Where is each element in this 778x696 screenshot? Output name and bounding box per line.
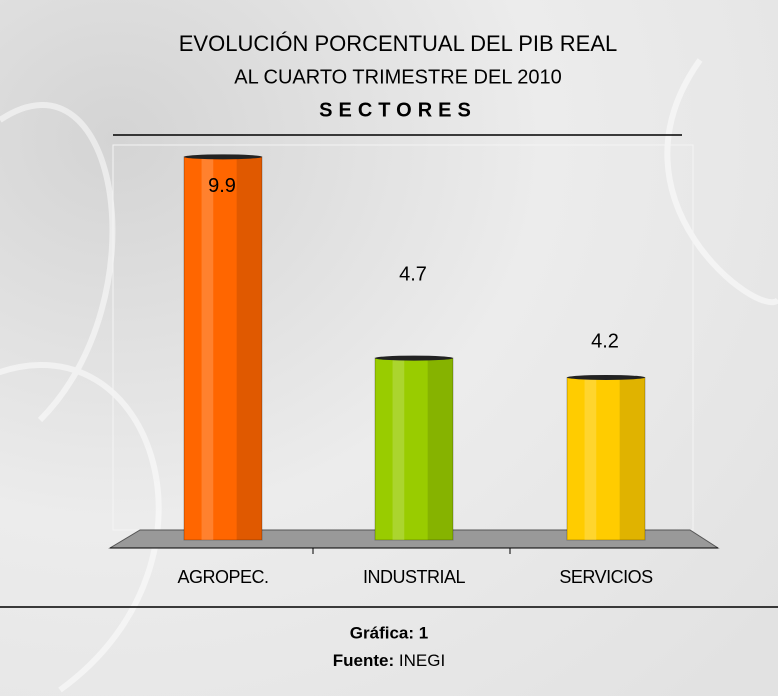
source: Fuente: INEGI xyxy=(333,651,445,670)
data-label: 9.9 xyxy=(208,175,236,197)
bar xyxy=(374,357,454,541)
source-label: Fuente: xyxy=(333,651,394,670)
bar-shade xyxy=(236,156,262,540)
bar-top xyxy=(375,355,453,361)
bar xyxy=(566,376,646,541)
data-label: 4.7 xyxy=(399,263,427,285)
bar-highlight xyxy=(392,358,405,540)
chart-subtitle: AL CUARTO TRIMESTRE DEL 2010 xyxy=(234,66,562,88)
bar-top xyxy=(567,374,645,380)
chart-title: EVOLUCIÓN PORCENTUAL DEL PIB REAL xyxy=(179,31,618,56)
data-label: 4.2 xyxy=(591,331,619,353)
x-tick-label: INDUSTRIAL xyxy=(363,567,466,587)
x-tick-label: AGROPEC. xyxy=(177,567,268,587)
source-name: INEGI xyxy=(399,651,445,670)
decoration xyxy=(0,58,778,693)
bar-top xyxy=(184,154,262,160)
bar-highlight xyxy=(201,156,214,540)
x-tick-label: SERVICIOS xyxy=(559,567,653,587)
caption: Gráfica: 1 xyxy=(350,623,428,642)
bar-shade xyxy=(427,358,453,540)
bar-shade xyxy=(619,377,645,540)
chart-heading: SECTORES xyxy=(319,99,477,121)
bar-highlight xyxy=(584,377,597,540)
bar xyxy=(183,156,263,541)
